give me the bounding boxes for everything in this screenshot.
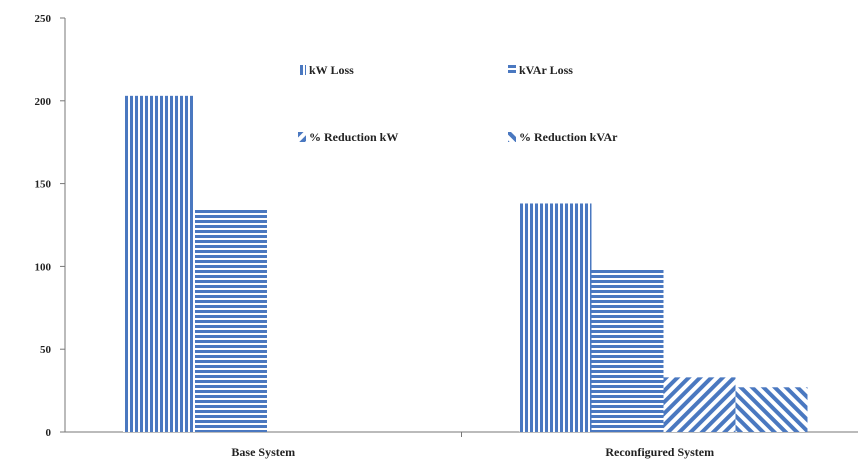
legend-swatch [508,132,516,142]
legend-label: % Reduction kW [309,130,398,144]
y-tick-label: 200 [35,96,52,108]
x-category-label: Base System [231,445,295,459]
legend-label: kW Loss [309,63,354,77]
x-category-label: Reconfigured System [605,445,714,459]
bars [123,95,808,432]
y-ticks: 0 50 100 150 200 250 [35,13,65,439]
category-labels: Base System Reconfigured System [231,445,714,459]
legend-swatch [508,65,516,75]
bar-vertical-0 [123,95,195,432]
legend-swatch [298,65,306,75]
y-tick-label: 50 [40,344,52,356]
bar-horizontal-0 [195,208,267,432]
legend-label: % Reduction kVAr [519,130,618,144]
legend-label: kVAr Loss [519,63,573,77]
bar-vertical-1 [519,203,592,432]
bar-horizontal-1 [591,269,664,432]
y-tick-label: 250 [35,13,52,25]
y-tick-label: 0 [46,427,52,439]
y-tick-label: 100 [35,261,52,273]
legend: kW Loss kVAr Loss % Reduction kW % Reductio… [298,63,618,144]
y-tick-label: 150 [35,179,52,191]
bar-diagonal-up-1 [735,387,808,432]
bar-diagonal-down-1 [663,377,736,432]
legend-swatch [298,132,306,142]
